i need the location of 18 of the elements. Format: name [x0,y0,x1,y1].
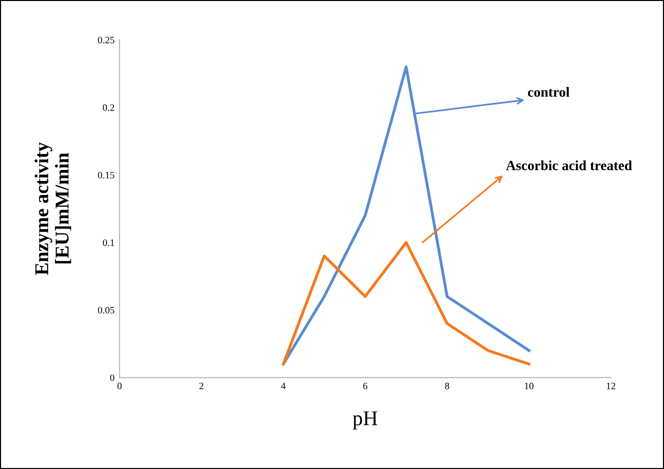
x-tick-label: 8 [445,382,450,390]
y-tick-label: 0 [110,374,114,382]
y-tick-label: 0.15 [98,172,114,178]
line-series [282,241,530,366]
x-tick-label: 6 [363,382,368,390]
x-tick-label: 0 [117,382,122,390]
y-axis-title: Enzyme activity [EU]mM/min [34,142,72,276]
y-tick-label: 0.25 [98,36,114,44]
x-axis-title: pH [352,411,378,430]
x-tick-label: 2 [199,382,204,390]
y-tick-label: 0.2 [102,104,114,111]
x-tick-label: 12 [606,382,616,390]
text: Ascorbic acid treated [506,160,632,170]
x-tick-label: 4 [281,382,286,390]
y-tick-label: 0.1 [102,239,114,246]
x-tick-label: 10 [524,382,534,390]
y-tick-label: 0.05 [98,306,114,314]
legend-label: control [528,86,570,97]
